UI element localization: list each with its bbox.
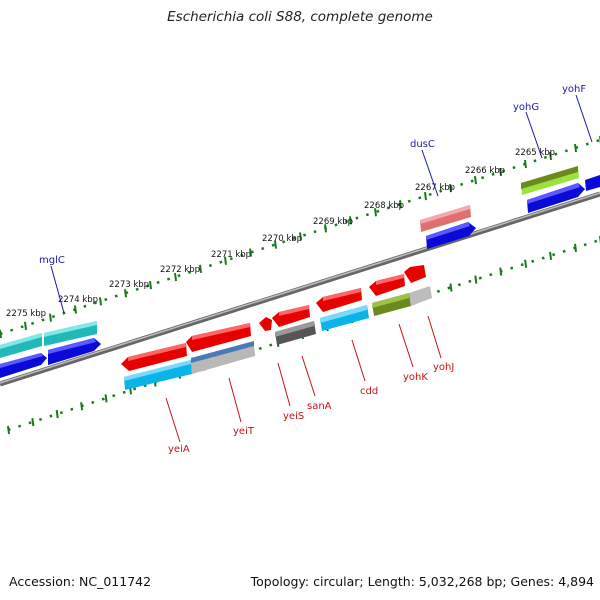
gene-label-mglC: mglC bbox=[39, 255, 65, 266]
major-tick bbox=[349, 216, 352, 225]
major-tick bbox=[499, 267, 503, 276]
gene-label-yohJ: yohJ bbox=[433, 362, 454, 373]
gene-mglC[interactable] bbox=[0, 321, 97, 358]
gene-dusC-region[interactable] bbox=[420, 205, 471, 232]
kbp-label-2266: 2266 kbp bbox=[465, 166, 505, 176]
major-tick bbox=[124, 289, 127, 298]
genome-summary-text: Topology: circular; Length: 5,032,268 bp… bbox=[250, 574, 594, 589]
gene-label-yeiS: yeiS bbox=[283, 411, 304, 422]
major-tick bbox=[574, 143, 577, 153]
major-tick bbox=[74, 305, 77, 314]
major-tick bbox=[249, 248, 252, 257]
major-tick bbox=[99, 297, 102, 306]
kbp-label-2272: 2272 kbp bbox=[160, 265, 200, 275]
major-tick bbox=[574, 243, 578, 253]
kbp-label-2273: 2273 kbp bbox=[109, 280, 149, 290]
major-tick bbox=[149, 281, 152, 290]
major-ticks bbox=[0, 136, 600, 435]
kbp-label-2271: 2271 kbp bbox=[211, 250, 251, 260]
major-tick bbox=[299, 232, 302, 241]
major-tick bbox=[474, 175, 477, 185]
major-tick bbox=[524, 159, 527, 169]
major-tick bbox=[174, 272, 177, 282]
major-tick bbox=[80, 402, 84, 411]
major-tick bbox=[55, 410, 59, 419]
major-tick bbox=[24, 321, 27, 330]
major-tick bbox=[374, 208, 377, 217]
genome-backbone bbox=[0, 191, 600, 387]
major-tick bbox=[31, 417, 35, 427]
major-tick bbox=[524, 259, 528, 268]
accession-text: Accession: NC_011742 bbox=[9, 574, 152, 589]
major-tick bbox=[549, 151, 552, 161]
kbp-label-2275: 2275 kbp bbox=[6, 309, 46, 319]
genome-backbone-highlight bbox=[0, 192, 600, 384]
outer-tick-track bbox=[0, 138, 600, 336]
kbp-label-2274: 2274 kbp bbox=[58, 295, 98, 305]
major-tick bbox=[0, 329, 2, 339]
gene-label-yeiT: yeiT bbox=[233, 426, 255, 437]
gene-label-dusC: dusC bbox=[410, 139, 435, 150]
kbp-label-2268: 2268 kbp bbox=[364, 201, 404, 211]
major-tick bbox=[7, 425, 10, 435]
major-tick bbox=[274, 240, 277, 249]
gene-label-yohK: yohK bbox=[403, 372, 428, 383]
minus-strand-row2 bbox=[124, 286, 432, 390]
gene-label-cdd: cdd bbox=[360, 386, 378, 397]
kbp-label-2265: 2265 kbp bbox=[515, 148, 555, 158]
gene-label-yohG: yohG bbox=[513, 102, 539, 113]
gene-label-sanA: sanA bbox=[307, 401, 332, 412]
minus-strand-row1 bbox=[121, 265, 426, 371]
major-tick bbox=[324, 224, 327, 233]
major-tick bbox=[449, 283, 453, 292]
major-tick bbox=[499, 167, 502, 177]
major-tick bbox=[549, 251, 553, 260]
major-tick bbox=[199, 264, 202, 274]
plus-strand-arrows bbox=[0, 175, 600, 378]
major-tick bbox=[104, 394, 108, 403]
gene-label-yohF: yohF bbox=[562, 84, 586, 95]
major-tick bbox=[224, 256, 227, 265]
major-tick bbox=[449, 184, 452, 193]
major-tick bbox=[49, 313, 52, 322]
gene-label-yeiA: yeiA bbox=[168, 444, 190, 455]
kbp-label-2269: 2269 kbp bbox=[313, 217, 353, 227]
gene-yohG[interactable] bbox=[521, 166, 579, 195]
major-tick bbox=[424, 192, 427, 201]
major-tick bbox=[474, 275, 478, 284]
major-tick bbox=[399, 200, 402, 209]
map-title: Escherichia coli S88, complete genome bbox=[167, 9, 433, 25]
kbp-label-2270: 2270 kbp bbox=[262, 234, 302, 244]
